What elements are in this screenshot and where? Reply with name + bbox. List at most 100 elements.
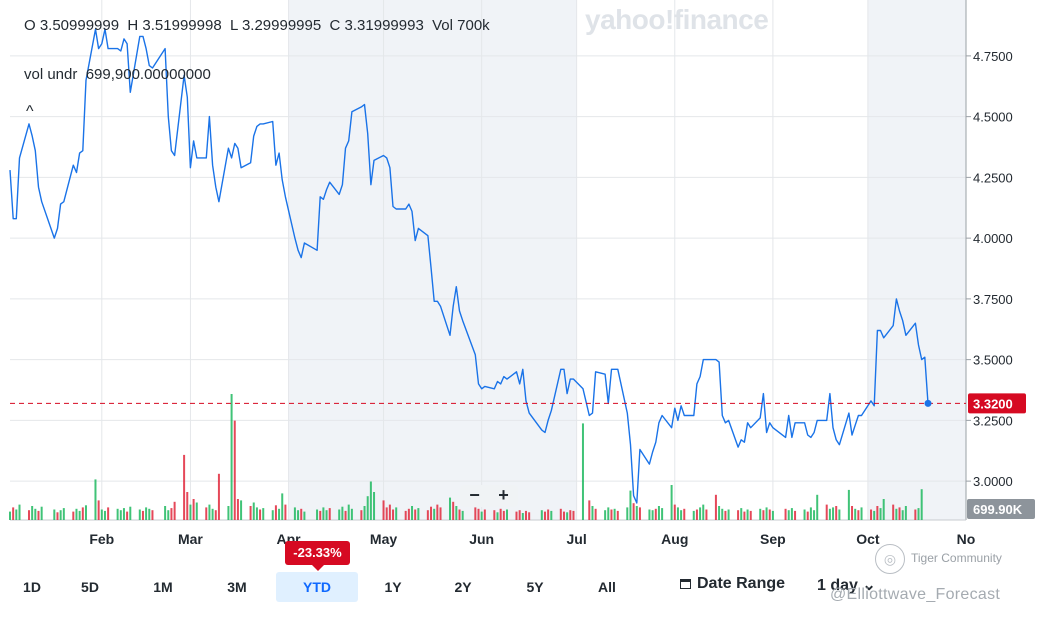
collapse-chevron-icon[interactable]: ^ <box>26 103 34 120</box>
month-shading <box>288 0 577 520</box>
zoom-controls: − + <box>460 485 518 507</box>
volume-bar <box>252 502 255 520</box>
volume-bar <box>214 510 217 520</box>
volume-bar <box>721 508 724 520</box>
volume-bar <box>129 506 132 520</box>
volume-bar <box>31 506 34 520</box>
volume-bar <box>164 506 167 520</box>
range-selector: 1D 5D 1M 3M YTD 1Y 2Y 5Y All <box>0 572 1042 602</box>
x-tick-label: Jul <box>567 531 587 547</box>
volume-bar <box>417 508 420 520</box>
volume-bar <box>328 508 331 520</box>
volume-bar <box>122 508 125 520</box>
volume-bar <box>369 481 372 520</box>
volume-bar <box>657 506 660 520</box>
range-all-button[interactable]: All <box>598 579 616 595</box>
range-3m-button[interactable]: 3M <box>227 579 247 595</box>
volume-bar <box>550 510 553 520</box>
volume-bar <box>439 507 442 520</box>
credit-watermark: @Elliottwave_Forecast <box>830 586 1001 603</box>
volume-bar <box>673 504 676 520</box>
volume-bar <box>262 508 265 520</box>
volume-bar <box>347 504 350 520</box>
volume-bar <box>648 509 651 520</box>
volume-bar <box>189 504 192 520</box>
y-tick-label: 4.2500 <box>973 170 1013 185</box>
volume-bar <box>385 507 388 520</box>
volume-bar <box>759 508 762 520</box>
volume-bar <box>84 505 87 520</box>
volume-bar <box>107 507 110 520</box>
volume-bar <box>727 509 730 520</box>
volume-bar <box>809 507 812 520</box>
volume-bar <box>692 510 695 520</box>
volume-bar <box>53 509 56 520</box>
y-tick-label: 3.5000 <box>973 353 1013 368</box>
volume-bar <box>670 485 673 520</box>
volume-bar <box>78 510 81 520</box>
volume-bar <box>81 507 84 520</box>
volume-bar <box>195 502 198 520</box>
interval-dropdown[interactable]: 1 day ⌄ <box>817 575 876 595</box>
volume-bar <box>148 508 151 520</box>
volume-bar <box>474 507 477 520</box>
volume-bar <box>588 500 591 520</box>
volume-bar <box>9 511 11 520</box>
volume-bar <box>559 508 562 520</box>
volume-bar <box>18 504 21 520</box>
volume-bar <box>813 510 816 520</box>
volume-bar <box>676 507 679 520</box>
interval-label: 1 day <box>817 577 858 594</box>
volume-bar <box>211 508 214 520</box>
range-2y-button[interactable]: 2Y <box>454 579 472 595</box>
volume-bar <box>240 500 243 520</box>
volume-bar <box>173 501 176 520</box>
volume-bar <box>521 513 524 520</box>
date-range-button[interactable]: Date Range <box>680 575 785 593</box>
volume-bar <box>626 507 629 520</box>
x-tick-label: May <box>370 531 397 547</box>
volume-bar <box>705 509 708 520</box>
volume-bar <box>325 510 328 520</box>
volume-bar <box>300 508 303 520</box>
volume-bar <box>344 510 347 520</box>
volume-bar <box>436 504 439 520</box>
volume-bar <box>40 506 43 520</box>
volume-bar <box>898 507 901 520</box>
volume-bar <box>414 509 417 520</box>
volume-bar <box>34 508 37 520</box>
volume-bar <box>274 505 277 520</box>
x-tick-label: Aug <box>661 531 688 547</box>
volume-bar <box>297 510 300 520</box>
volume-bar <box>591 506 594 520</box>
volume-bar <box>768 509 771 520</box>
range-5d-button[interactable]: 5D <box>81 579 99 595</box>
volume-bar <box>860 507 863 520</box>
date-range-label: Date Range <box>697 575 786 592</box>
volume-bar <box>366 496 369 520</box>
range-ytd-button[interactable]: YTD <box>276 572 358 602</box>
volume-bar <box>230 394 233 520</box>
volume-bar <box>610 509 613 520</box>
zoom-out-button[interactable]: − <box>469 485 480 505</box>
volume-bar <box>255 507 258 520</box>
range-1d-button[interactable]: 1D <box>23 579 41 595</box>
range-1y-button[interactable]: 1Y <box>384 579 402 595</box>
x-tick-label: Feb <box>89 531 114 547</box>
range-1m-button[interactable]: 1M <box>153 579 173 595</box>
volume-bar <box>430 506 433 520</box>
last-price-badge <box>968 393 1026 414</box>
volume-bar <box>632 503 635 520</box>
range-5y-button[interactable]: 5Y <box>526 579 544 595</box>
volume-bar <box>917 508 920 520</box>
volume-bar <box>702 504 705 520</box>
volume-bar <box>901 510 904 520</box>
volume-bar <box>227 506 230 520</box>
volume-bar <box>236 499 239 520</box>
zoom-in-button[interactable]: + <box>498 485 509 505</box>
volume-bar <box>341 506 344 520</box>
volume-bar <box>407 508 410 520</box>
x-tick-label: Mar <box>178 531 203 547</box>
volume-bar <box>794 510 797 520</box>
